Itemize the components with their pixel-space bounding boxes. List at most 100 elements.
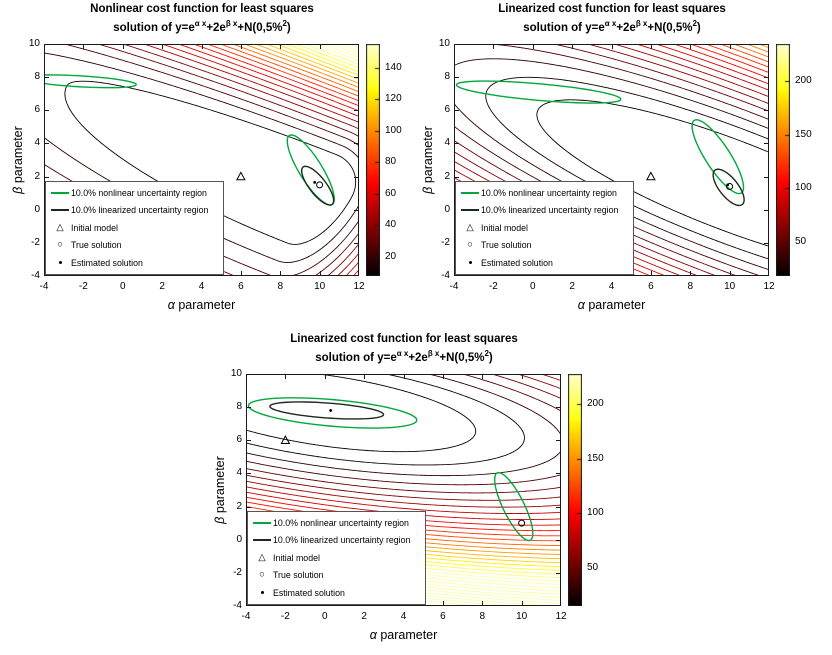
legend-item: △ Initial model [248, 549, 425, 567]
plot-title-line1: Nonlinear cost function for least square… [90, 3, 314, 15]
legend-item: ○ True solution [248, 567, 425, 585]
legend-item: △ Initial model [46, 219, 223, 237]
y-tick-label: 10 [230, 368, 242, 379]
y-tick-label: 6 [34, 104, 40, 116]
colorbar-tick-label: 60 [385, 187, 397, 199]
legend-item: Estimated solution [46, 254, 223, 272]
colorbar-tick-label: 50 [795, 235, 807, 247]
legend-label: 10.0% linearized uncertainty region [71, 205, 209, 216]
dark-line-sample [51, 209, 69, 212]
colorbar-tick-label: 150 [587, 452, 604, 464]
colorbar [568, 374, 582, 606]
legend-label: 10.0% nonlinear uncertainty region [273, 517, 409, 528]
dark-line-sample [461, 209, 479, 212]
dot-symbol [260, 591, 264, 595]
y-tick-label: -4 [31, 270, 40, 281]
colorbar-tick-label: 200 [795, 75, 812, 87]
x-tick-label: 4 [198, 281, 205, 292]
x-tick-label: 6 [648, 281, 654, 292]
colorbar-tick-label: 20 [385, 251, 397, 263]
y-tick-label: -2 [441, 236, 450, 248]
triangle-symbol: △ [56, 221, 64, 233]
plot-title-line2: solution of y=eα x+2eβ x+N(0,5%2) [315, 349, 493, 364]
circle-symbol: ○ [57, 239, 63, 251]
x-tick-label: 12 [763, 281, 775, 292]
x-tick-label: 2 [361, 611, 367, 622]
colorbar-tick-label: 40 [385, 219, 397, 231]
legend-label: Estimated solution [481, 257, 553, 268]
x-tick-label: 8 [479, 611, 486, 622]
y-tick-label: 0 [34, 203, 40, 215]
legend-label: Estimated solution [71, 257, 143, 268]
x-tick-label: -2 [488, 281, 498, 292]
green-line-sample [51, 191, 69, 194]
line-green-symbol [49, 191, 71, 194]
subplot-linearized-cost-true: Linearized cost function for least squar… [414, 0, 830, 330]
y-tick-label: 6 [444, 104, 450, 116]
colorbar [776, 44, 790, 276]
dark-line-sample [253, 539, 271, 542]
triangle-symbol: △ [258, 551, 266, 563]
dot-symbol [468, 261, 472, 265]
x-tick-label: -4 [449, 281, 459, 292]
subplot-linearized-cost-estimated: Linearized cost function for least squar… [206, 330, 622, 655]
legend-box: 10.0% nonlinear uncertainty region 10.0% … [45, 181, 224, 275]
colorbar-tick-label: 100 [385, 124, 402, 136]
y-tick-label: 6 [236, 434, 242, 446]
legend-item: Estimated solution [248, 584, 425, 602]
x-tick-label: 0 [119, 281, 126, 292]
x-tick-label: 0 [529, 281, 536, 292]
legend-item: ○ True solution [456, 237, 633, 255]
x-axis-label: α parameter [577, 298, 646, 312]
legend-item: 10.0% linearized uncertainty region [46, 202, 223, 220]
x-tick-label: 8 [277, 281, 284, 292]
y-tick-label: -4 [233, 600, 242, 611]
legend-item: 10.0% nonlinear uncertainty region [248, 514, 425, 532]
x-tick-label: 2 [569, 281, 575, 292]
y-tick-label: -2 [31, 236, 40, 248]
triangle-symbol: △ [466, 221, 474, 233]
legend-item: 10.0% linearized uncertainty region [248, 532, 425, 550]
dot-symbol [58, 261, 62, 265]
x-axis-label: α parameter [369, 628, 438, 642]
plot-title-line2: solution of y=eα x+2eβ x+N(0,5%2) [113, 19, 291, 34]
line-green-symbol [251, 521, 273, 524]
plot-title-line1: Linearized cost function for least squar… [290, 333, 518, 345]
legend-label: 10.0% linearized uncertainty region [273, 535, 411, 546]
legend-label: 10.0% nonlinear uncertainty region [481, 187, 617, 198]
y-tick-label: 10 [28, 38, 40, 49]
legend-label: True solution [481, 240, 532, 251]
plot-title-line2: solution of y=eα x+2eβ x+N(0,5%2) [523, 19, 701, 34]
legend-label: True solution [273, 570, 324, 581]
legend-item: ○ True solution [46, 237, 223, 255]
legend-label: Estimated solution [273, 587, 345, 598]
x-tick-label: 6 [440, 611, 446, 622]
y-tick-label: 8 [444, 71, 450, 83]
x-tick-label: -4 [241, 611, 251, 622]
plot-title-line1: Linearized cost function for least squar… [498, 3, 726, 15]
line-dark-symbol [459, 209, 481, 212]
x-tick-label: 2 [159, 281, 165, 292]
y-tick-label: 0 [236, 533, 242, 545]
legend-item: 10.0% linearized uncertainty region [456, 202, 633, 220]
x-tick-label: 12 [555, 611, 567, 622]
circle-symbol: ○ [467, 239, 473, 251]
y-tick-label: 10 [438, 38, 450, 49]
x-tick-label: 8 [687, 281, 694, 292]
line-dark-symbol [251, 539, 273, 542]
colorbar-tick-label: 50 [587, 561, 599, 573]
circle-symbol: ○ [259, 569, 265, 581]
legend-label: True solution [71, 240, 122, 251]
colorbar-tick-label: 120 [385, 93, 402, 105]
legend-label: Initial model [71, 222, 118, 233]
dot-symbol [251, 591, 273, 595]
x-tick-label: -2 [280, 611, 290, 622]
y-tick-label: 2 [236, 500, 242, 512]
y-tick-label: -2 [233, 566, 242, 578]
colorbar-tick-label: 100 [795, 182, 812, 194]
dot-symbol [459, 261, 481, 265]
y-tick-label: 8 [236, 401, 242, 413]
legend-item: △ Initial model [456, 219, 633, 237]
dot-symbol [49, 261, 71, 265]
